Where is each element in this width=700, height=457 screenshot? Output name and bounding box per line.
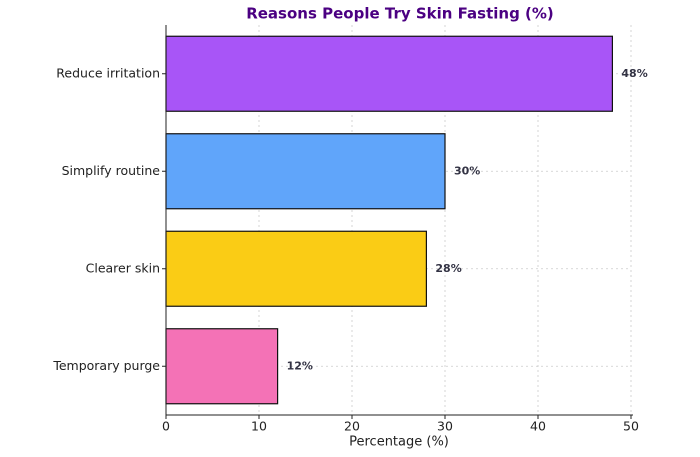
data-label: 12% [287, 359, 313, 372]
data-label: 48% [621, 67, 647, 80]
x-tick-label: 20 [344, 419, 360, 434]
x-tick-label: 50 [623, 419, 639, 434]
x-tick-label: 30 [437, 419, 453, 434]
y-tick-label: Simplify routine [62, 163, 161, 178]
y-tick-label: Reduce irritation [56, 65, 160, 80]
y-tick-label: Temporary purge [52, 358, 160, 373]
bar [165, 328, 279, 405]
x-axis-label: Percentage (%) [349, 435, 449, 450]
data-label: 28% [435, 262, 461, 275]
bar [165, 35, 613, 112]
bar [165, 133, 446, 210]
x-tick-label: 0 [162, 419, 170, 434]
x-tick-label: 10 [251, 419, 267, 434]
chart-title: Reasons People Try Skin Fasting (%) [246, 5, 554, 23]
x-tick-label: 40 [530, 419, 546, 434]
bar [165, 230, 427, 307]
data-label: 30% [454, 164, 480, 177]
y-tick-label: Clearer skin [86, 260, 160, 275]
